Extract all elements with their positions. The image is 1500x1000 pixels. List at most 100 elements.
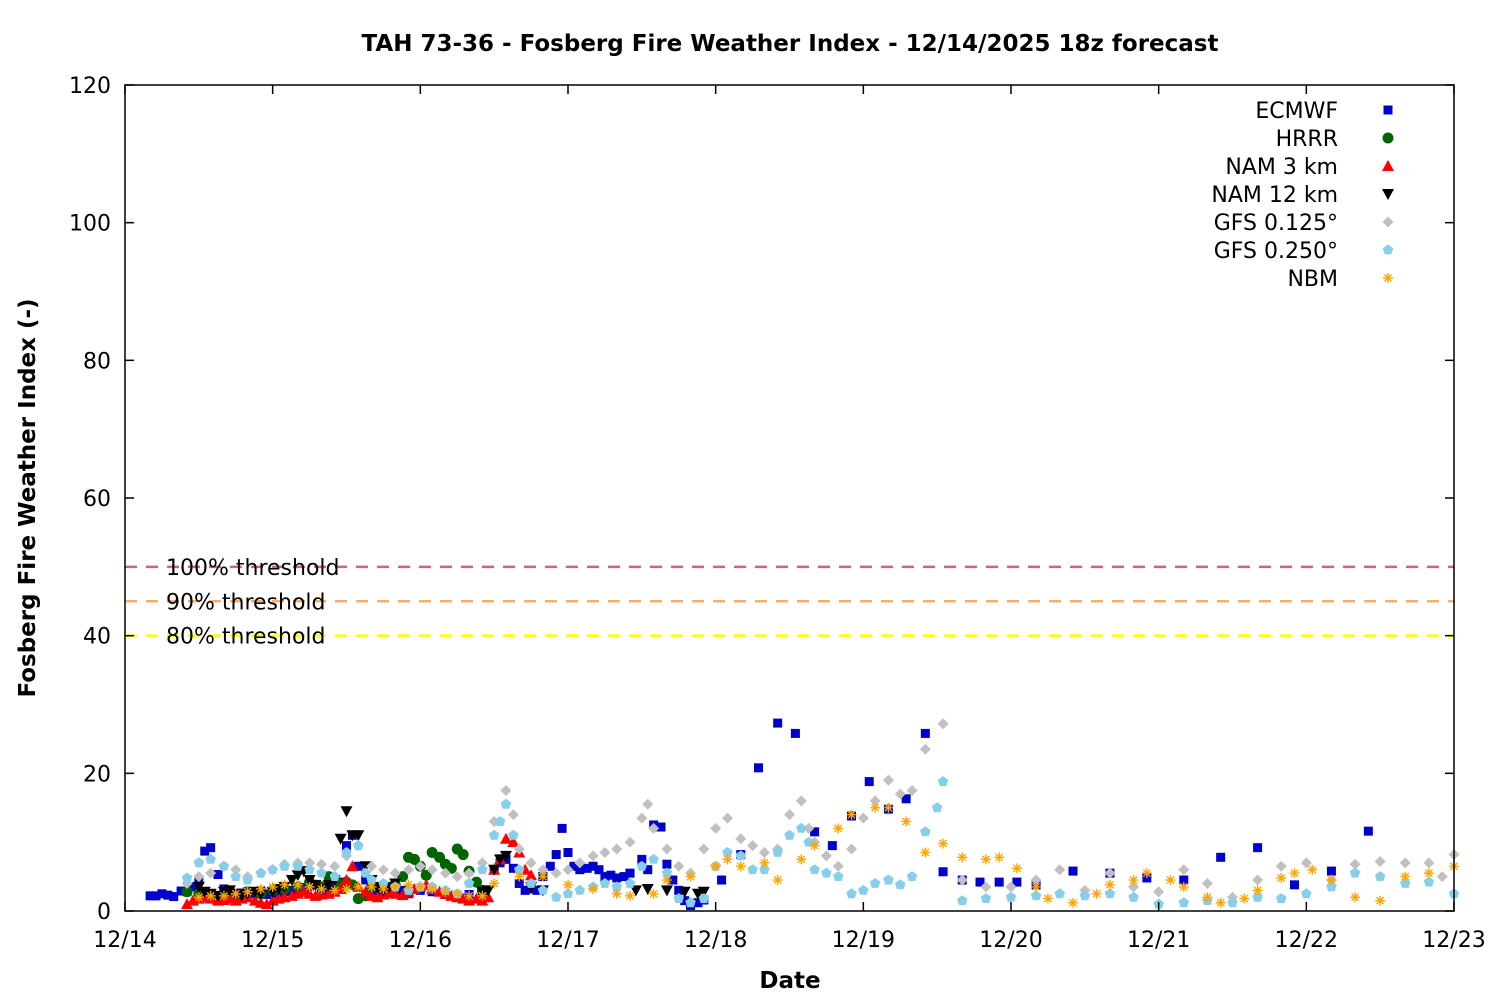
data-point (611, 843, 623, 855)
data-point (846, 809, 857, 820)
data-point (206, 843, 216, 853)
data-point (636, 860, 648, 871)
data-point (1276, 872, 1287, 883)
data-point (612, 873, 622, 883)
data-point (389, 887, 402, 899)
data-point (642, 798, 654, 810)
data-point (1290, 880, 1300, 890)
data-point (994, 877, 1004, 887)
data-point (1079, 890, 1091, 901)
data-point (722, 854, 733, 865)
data-point (784, 829, 795, 840)
data-point (507, 809, 519, 821)
data-point (624, 878, 636, 888)
data-point (759, 864, 770, 875)
data-point (550, 867, 562, 879)
data-point (588, 861, 598, 871)
data-point (809, 864, 820, 875)
data-point (176, 886, 186, 896)
data-point (957, 895, 968, 906)
data-point (309, 879, 322, 891)
data-point (758, 846, 770, 858)
data-point (575, 865, 585, 875)
data-point (499, 850, 512, 862)
data-point (1227, 897, 1238, 908)
data-point (507, 836, 520, 848)
data-point (1165, 875, 1176, 886)
y-tick-label: 120 (69, 74, 111, 99)
data-point (693, 898, 703, 908)
data-point (520, 885, 530, 895)
data-point (260, 898, 273, 910)
data-point (477, 890, 488, 901)
data-point (477, 864, 488, 875)
data-point (360, 867, 371, 878)
x-tick-label: 12/20 (979, 928, 1042, 953)
data-point (975, 877, 985, 887)
data-point (285, 875, 298, 887)
data-point (218, 890, 229, 901)
data-point (346, 860, 359, 872)
x-tick-label: 12/18 (684, 928, 747, 953)
data-point (1104, 888, 1116, 899)
data-point (643, 865, 653, 875)
data-point (1423, 868, 1434, 879)
data-point (371, 891, 384, 903)
data-point (230, 864, 242, 876)
data-point (938, 838, 949, 849)
data-point (895, 879, 906, 890)
data-point (747, 840, 759, 852)
data-point (1349, 867, 1361, 878)
data-point (378, 883, 389, 894)
data-point (636, 812, 648, 824)
data-point (1399, 857, 1411, 869)
data-point (545, 861, 555, 871)
data-point (353, 881, 364, 892)
data-point (1382, 216, 1394, 228)
data-point (582, 863, 592, 873)
data-point (292, 860, 303, 871)
data-point (525, 878, 537, 888)
data-point (931, 802, 943, 813)
threshold-label: 90% threshold (166, 590, 326, 615)
data-point (588, 883, 599, 894)
data-point (563, 879, 573, 890)
data-point (661, 843, 673, 855)
data-point (1179, 875, 1189, 885)
data-point (980, 893, 992, 904)
data-point (795, 795, 807, 807)
data-point (508, 863, 518, 873)
data-point (352, 830, 365, 842)
data-point (420, 869, 432, 881)
data-point (181, 886, 193, 898)
data-point (1382, 244, 1394, 255)
data-point (242, 886, 253, 897)
legend-label: GFS 0.125° (1214, 211, 1338, 236)
data-point (857, 812, 869, 824)
data-point (625, 868, 635, 878)
data-point (255, 883, 266, 894)
data-point (1054, 864, 1066, 876)
data-point (1054, 888, 1065, 899)
data-point (600, 872, 610, 882)
y-tick-label: 40 (83, 625, 111, 650)
x-tick-label: 12/19 (832, 928, 895, 953)
data-point (1382, 132, 1394, 144)
data-point (1253, 843, 1263, 853)
data-point (205, 890, 216, 901)
data-point (1011, 863, 1022, 874)
data-point (772, 847, 783, 857)
data-point (389, 867, 401, 879)
data-point (192, 881, 205, 893)
data-point (359, 885, 372, 897)
data-point (1300, 857, 1312, 869)
data-point (1104, 867, 1116, 879)
data-point (440, 886, 451, 897)
data-point (230, 871, 241, 881)
data-point (537, 864, 549, 876)
data-point (1423, 876, 1435, 887)
y-tick-label: 0 (97, 900, 111, 925)
data-point (316, 883, 327, 894)
data-point (151, 891, 161, 901)
data-point (1382, 189, 1394, 200)
